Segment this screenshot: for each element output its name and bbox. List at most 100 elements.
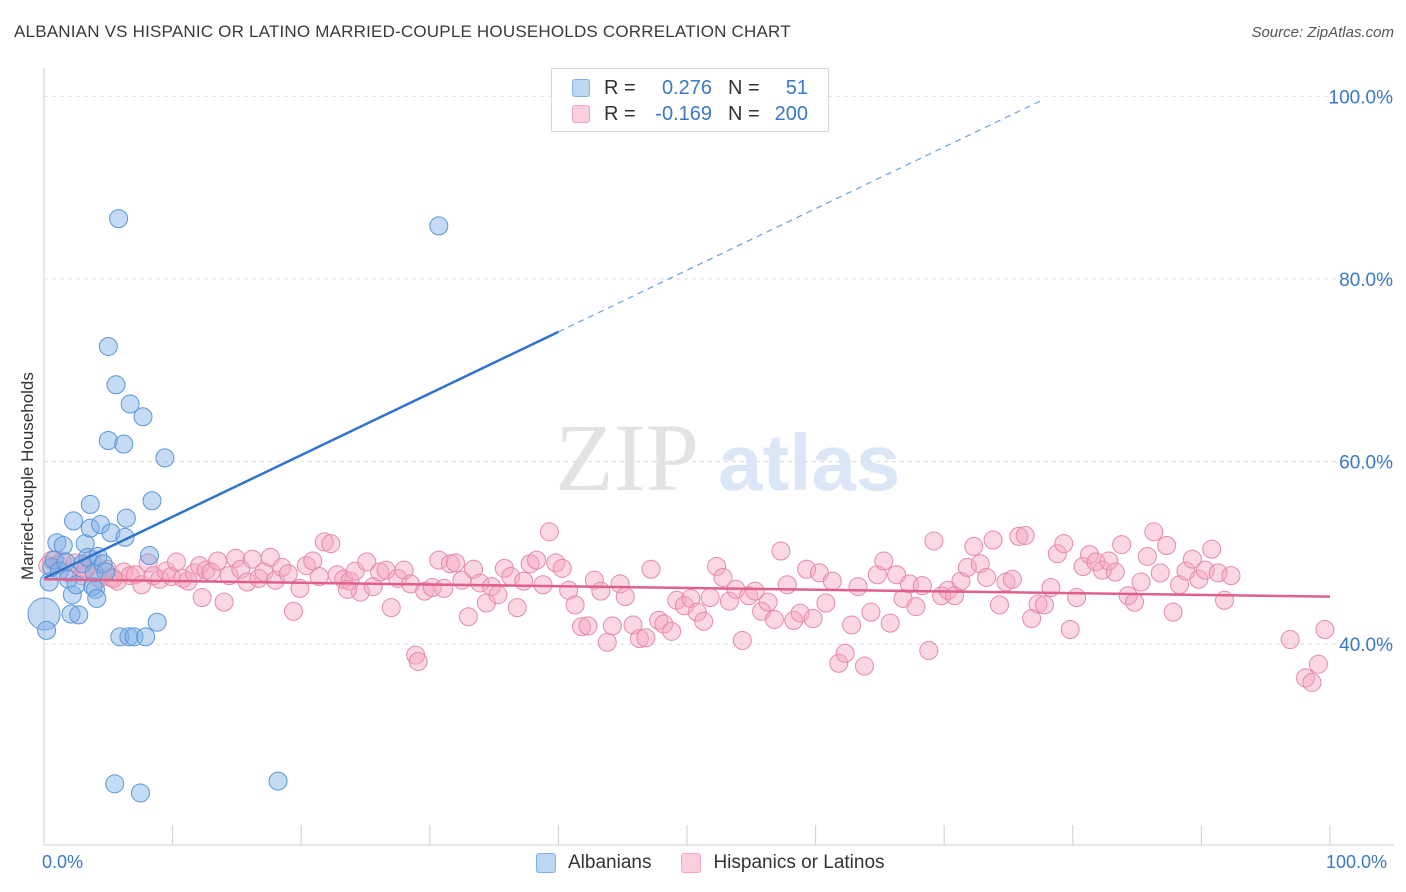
hispanic-point — [983, 530, 1003, 550]
albanian-point — [96, 562, 116, 582]
hispanic-point — [1280, 630, 1300, 650]
albanian-point — [101, 523, 121, 543]
hispanic-point — [694, 611, 714, 631]
albanian-point — [87, 588, 107, 608]
hispanic-point — [784, 610, 804, 630]
hispanic-point — [278, 564, 298, 584]
hispanic-point — [700, 588, 720, 608]
hispanic-point — [771, 541, 791, 561]
hispanic-point — [641, 559, 661, 579]
albanian-point — [142, 491, 162, 511]
hispanic-point — [964, 536, 984, 556]
hispanic-point — [584, 570, 604, 590]
hispanic-point — [1202, 539, 1222, 559]
hispanic-point — [854, 656, 874, 676]
hispanic-point — [458, 607, 478, 627]
hispanic-trend-line — [43, 578, 1331, 598]
legend-item-hispanics[interactable]: Hispanics or Latinos — [681, 852, 885, 874]
hispanic-point — [226, 548, 246, 568]
hispanic-point — [440, 554, 460, 574]
hispanic-point — [919, 641, 939, 661]
hispanic-point — [924, 531, 944, 551]
hispanic-point — [1182, 549, 1202, 569]
hispanic-point — [764, 609, 784, 629]
legend-swatch-hispanics — [681, 853, 702, 873]
hispanic-point — [1002, 569, 1022, 589]
source-label: Source: ZipAtlas.com — [1251, 24, 1394, 41]
hispanic-point — [1054, 534, 1074, 554]
legend-r-value: 0.276 — [661, 76, 712, 99]
legend-label-hispanics: Hispanics or Latinos — [713, 852, 885, 873]
hispanic-point — [1080, 545, 1100, 565]
hispanic-point — [1302, 672, 1322, 692]
albanian-point — [429, 216, 449, 236]
hispanic-point — [283, 601, 303, 621]
hispanic-point — [1137, 546, 1157, 566]
albanian-point — [69, 605, 89, 625]
x-tick-label-min: 0.0% — [42, 852, 84, 872]
hispanic-point — [861, 602, 881, 622]
hispanic-point — [408, 651, 428, 671]
hispanic-point — [1028, 594, 1048, 614]
legend-r-value: -0.169 — [655, 102, 712, 125]
trend-lines — [43, 100, 1331, 598]
albanian-point — [114, 434, 134, 454]
hispanic-point — [1315, 620, 1335, 640]
hispanic-point — [874, 551, 894, 571]
albanian-point — [83, 577, 103, 597]
hispanic-point — [662, 621, 682, 641]
albanian-point — [80, 518, 100, 538]
y-tick-label: 80.0% — [1339, 270, 1393, 291]
hispanic-point — [103, 568, 123, 588]
albanian-point — [119, 627, 139, 647]
hispanic-point — [1131, 572, 1151, 592]
albanian-point — [64, 511, 84, 531]
albanian-point — [155, 448, 175, 468]
hispanic-point — [470, 573, 490, 593]
hispanic-point — [719, 591, 739, 611]
legend-r-label: R = — [604, 76, 636, 99]
hispanic-point — [552, 558, 572, 578]
watermark-atlas: atlas — [718, 418, 900, 507]
hispanic-point — [597, 632, 617, 652]
hispanic-points — [38, 522, 1335, 692]
albanian-point — [133, 407, 153, 427]
hispanic-point — [977, 567, 997, 587]
albanian-point — [130, 783, 150, 803]
hispanic-point — [527, 550, 547, 570]
hispanic-point — [314, 532, 334, 552]
hispanic-point — [816, 593, 836, 613]
legend-item-albanians[interactable]: Albanians — [536, 852, 651, 874]
hispanic-point — [520, 554, 540, 574]
hispanic-point — [790, 603, 810, 623]
hispanic-point — [546, 553, 566, 573]
legend-swatch-albanians — [572, 79, 590, 97]
hispanic-point — [880, 613, 900, 633]
hispanic-point — [887, 565, 907, 585]
watermark-zip: ZIP — [555, 404, 699, 511]
hispanic-point — [615, 587, 635, 607]
hispanic-point — [578, 616, 598, 636]
hispanic-point — [381, 598, 401, 618]
hispanic-point — [1125, 592, 1145, 612]
hispanic-point — [1035, 595, 1055, 615]
hispanic-point — [822, 571, 842, 591]
hispanic-point — [745, 581, 765, 601]
hispanic-point — [572, 617, 592, 637]
hispanic-point — [713, 567, 733, 587]
hispanic-point — [842, 615, 862, 635]
hispanic-point — [1099, 551, 1119, 571]
x-tick-label-max: 100.0% — [1326, 852, 1388, 872]
albanian-point — [139, 546, 159, 566]
albanian-point — [98, 430, 118, 450]
hispanic-point — [1163, 602, 1183, 622]
hispanic-point — [989, 595, 1009, 615]
albanian-point — [124, 627, 144, 647]
albanian-point — [61, 604, 81, 624]
hispanic-point — [629, 629, 649, 649]
hispanic-point — [173, 568, 193, 588]
legend-row-albanians: R = 0.276 N = 51 — [572, 75, 808, 101]
albanian-point — [109, 209, 129, 229]
hispanic-point — [208, 551, 228, 571]
